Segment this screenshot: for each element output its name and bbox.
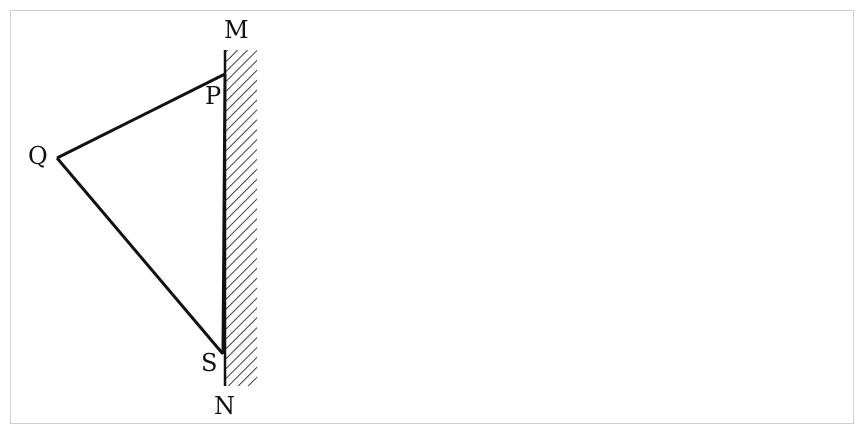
label-m: M: [224, 16, 249, 44]
label-p: P: [205, 82, 221, 110]
label-q: Q: [28, 142, 48, 170]
label-n: N: [214, 392, 235, 420]
wall-hatch: [225, 50, 257, 386]
segment-sp: [221, 73, 227, 355]
segment-qs: [55, 157, 225, 355]
segment-pq: [56, 72, 226, 160]
label-s: S: [201, 349, 217, 377]
diagram-frame: [10, 10, 854, 424]
